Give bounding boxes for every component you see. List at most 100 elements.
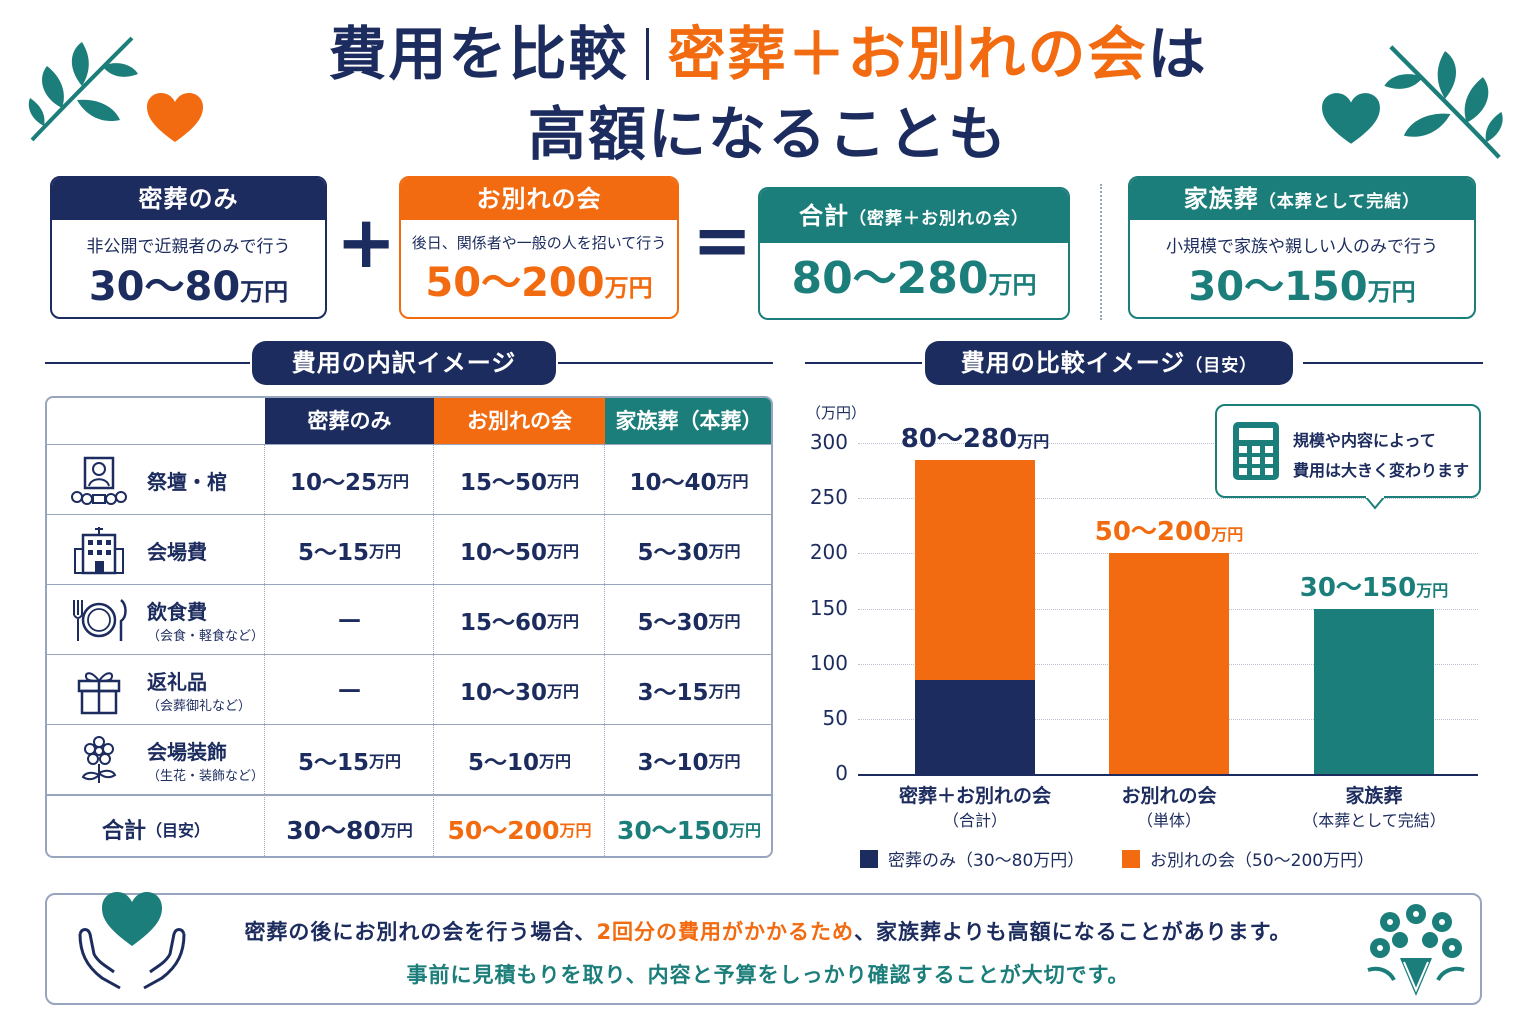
legend-item-misou: 密葬のみ（30～80万円） xyxy=(860,846,1084,871)
table-row: 会場費 5～15 万円 10～50 万円 5～30 万円 xyxy=(47,514,771,584)
section-rule-right-b xyxy=(1303,362,1483,364)
title-part-particle: は xyxy=(1147,20,1208,88)
box-header: お別れの会 xyxy=(401,178,677,220)
title-separator xyxy=(646,27,650,80)
y-tick-label: 250 xyxy=(809,485,848,510)
box-divider xyxy=(1100,184,1102,320)
cell-misou: 5～15 万円 xyxy=(297,750,402,776)
box-family-funeral: 家族葬（本葬として完結） 小規模で家族や親しい人のみで行う 30～150万円 xyxy=(1128,176,1476,319)
x-category-label: 家族葬 （本葬として完結） xyxy=(1302,785,1446,830)
total-farewell: 50～200 万円 xyxy=(447,816,592,845)
gift-icon xyxy=(77,672,121,715)
total-misou: 30～80 万円 xyxy=(286,816,413,845)
y-tick-label: 150 xyxy=(809,595,848,620)
title-part-highlight: 密葬＋お別れの会 xyxy=(667,20,1148,88)
table-row: 返礼品 （会葬御礼など） — 10～30 万円 3～15 万円 xyxy=(47,654,771,724)
calculator-icon xyxy=(1233,422,1279,480)
cell-farewell: 15～50 万円 xyxy=(459,470,580,496)
bar-data-label: 50～200万円 xyxy=(1094,517,1244,548)
chart-gridline xyxy=(858,774,1478,776)
legend-swatch xyxy=(1122,849,1140,868)
row-label: 会場装飾 （生花・装飾など） xyxy=(147,740,265,784)
box-description: 非公開で近親者のみで行う xyxy=(86,237,291,257)
legend-item-farewell: お別れの会（50～200万円） xyxy=(1122,846,1374,871)
table-col-divider xyxy=(433,444,434,856)
box-header: 密葬のみ xyxy=(52,178,325,220)
box-amount: 50～200万円 xyxy=(425,260,653,306)
section-rule-right-a xyxy=(805,362,922,364)
bar-segment xyxy=(915,680,1035,774)
bottom-message-line1: 密葬の後にお別れの会を行う場合、2回分の費用がかかるため、家族葬よりも高額になる… xyxy=(244,920,1292,944)
page-title: 費用を比較 密葬＋お別れの会は xyxy=(0,18,1536,90)
chart-y-unit: （万円） xyxy=(806,404,867,422)
table-col-divider xyxy=(264,444,265,856)
page-title-line2: 高額になることも xyxy=(527,100,1008,168)
plus-sign: + xyxy=(336,200,397,284)
cell-family: 3～10 万円 xyxy=(637,750,741,776)
legend-swatch xyxy=(860,849,878,868)
title-part-compare: 費用を比較 xyxy=(328,20,629,88)
section-rule-left-b xyxy=(558,362,773,364)
cell-misou: — xyxy=(338,677,361,703)
cell-misou: — xyxy=(338,607,361,633)
heart-right-icon xyxy=(1322,93,1380,144)
row-label: 会場費 xyxy=(147,539,207,564)
hands-heart-icon xyxy=(78,892,186,990)
table-row: 飲食費 （会食・軽食など） — 15～60 万円 5～30 万円 xyxy=(47,584,771,654)
box-amount: 30～150万円 xyxy=(1188,264,1416,310)
box-description: 小規模で家族や親しい人のみで行う xyxy=(1166,237,1438,257)
y-tick-label: 100 xyxy=(809,650,848,675)
y-tick-label: 50 xyxy=(822,705,848,730)
y-tick-label: 0 xyxy=(835,761,848,785)
box-header: 家族葬（本葬として完結） xyxy=(1130,178,1474,220)
cell-farewell: 10～50 万円 xyxy=(459,540,580,566)
flower-icon xyxy=(81,736,117,783)
cell-farewell: 10～30 万円 xyxy=(459,680,580,706)
bottom-message-line2: 事前に見積もりを取り、内容と予算をしっかり確認することが大切です。 xyxy=(406,963,1130,987)
breakdown-table: 密葬のみ お別れの会 家族葬（本葬） 祭壇・棺 10～25 万円 15～50 万円 … xyxy=(45,396,773,858)
table-col-divider xyxy=(604,444,605,856)
bar-data-label: 80～280万円 xyxy=(900,423,1050,454)
box-header: 合計（密葬＋お別れの会） xyxy=(760,189,1068,243)
x-category-label: 密葬＋お別れの会 （合計） xyxy=(898,785,1051,830)
table-total-row: 合計 （目安） 30～80 万円 50～200 万円 30～150 万円 xyxy=(47,794,771,856)
bar-segment xyxy=(915,459,1035,681)
dining-icon xyxy=(73,599,127,641)
leaf-branch-left-icon xyxy=(28,36,138,142)
cell-farewell: 15～60 万円 xyxy=(459,610,580,636)
row-label: 祭壇・棺 xyxy=(147,469,227,494)
table-row: 祭壇・棺 10～25 万円 15～50 万円 10～40 万円 xyxy=(47,444,771,514)
cell-family: 10～40 万円 xyxy=(629,470,749,496)
box-amount: 80～280万円 xyxy=(791,253,1037,304)
total-label: 合計 （目安） xyxy=(101,819,211,844)
leaf-branch-right-icon xyxy=(1384,45,1503,159)
cell-misou: 5～15 万円 xyxy=(297,540,402,566)
total-family: 30～150 万円 xyxy=(617,816,761,845)
box-description: 後日、関係者や一般の人を招いて行う xyxy=(411,234,667,252)
altar-icon xyxy=(71,456,127,505)
bar-data-label: 30～150万円 xyxy=(1299,572,1449,603)
chart-gridline xyxy=(858,443,1478,444)
cell-family: 5～30 万円 xyxy=(637,610,741,636)
cell-family: 5～30 万円 xyxy=(637,540,741,566)
bouquet-icon xyxy=(1367,904,1465,996)
row-label: 飲食費 （会食・軽食など） xyxy=(147,600,265,644)
y-tick-label: 200 xyxy=(809,540,848,565)
y-tick-label: 300 xyxy=(809,430,848,454)
box-total: 合計（密葬＋お別れの会） 80～280万円 xyxy=(758,187,1070,320)
comparison-heading: 費用の比較イメージ（目安） xyxy=(925,341,1293,385)
callout-pointer xyxy=(1365,496,1385,510)
box-misou-only: 密葬のみ 非公開で近親者のみで行う 30～80万円 xyxy=(50,176,327,319)
cell-misou: 10～25 万円 xyxy=(289,470,410,496)
table-row: 会場装飾 （生花・装飾など） 5～15 万円 5～10 万円 3～10 万円 xyxy=(47,724,771,794)
building-icon xyxy=(74,527,124,575)
cell-family: 3～15 万円 xyxy=(637,680,741,706)
heart-left-icon xyxy=(147,93,203,142)
chart-gridline xyxy=(858,498,1478,500)
bar-segment xyxy=(1314,608,1434,774)
x-category-label: お別れの会 （単体） xyxy=(1121,785,1217,830)
bottom-message-box xyxy=(45,893,1482,1005)
table-header-farewell: お別れの会 xyxy=(434,398,605,444)
box-amount: 30～80万円 xyxy=(88,264,289,310)
callout-box: 規模や内容によって 費用は大きく変わります xyxy=(1215,404,1481,510)
